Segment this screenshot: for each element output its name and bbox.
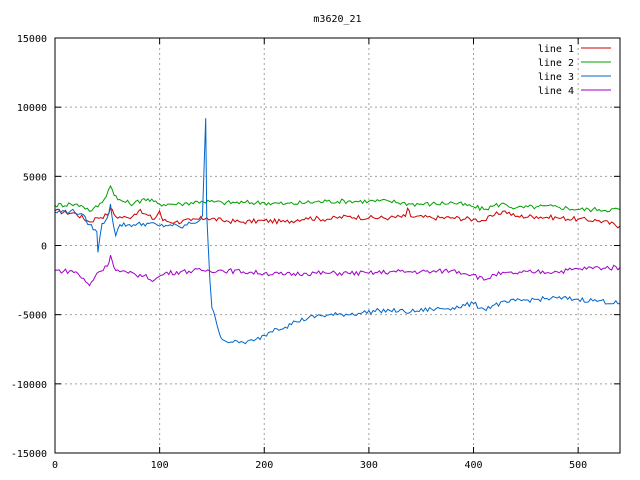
y-tick-label: 5000	[23, 172, 47, 183]
series-line-4	[54, 255, 621, 287]
legend: line 1 line 2 line 3 line 4	[538, 44, 611, 97]
tick-layer: 0 100 200 300 400 500 -15000 -10000 -5000 0 5000 10…	[11, 34, 620, 471]
y-tick-label: 15000	[17, 34, 47, 45]
legend-label: line 2	[538, 58, 574, 69]
legend-label: line 1	[538, 44, 574, 55]
legend-label: line 4	[538, 86, 574, 97]
x-tick-label: 500	[569, 460, 587, 471]
y-tick-label: 0	[41, 242, 47, 253]
y-tick-label: -5000	[17, 311, 47, 322]
plot-frame	[54, 37, 621, 454]
x-tick-label: 100	[151, 460, 169, 471]
x-tick-label: 400	[464, 460, 482, 471]
x-tick-label: 200	[255, 460, 273, 471]
series-line-3	[54, 118, 621, 345]
chart-title: m3620_21	[313, 14, 361, 25]
series-line-1	[54, 206, 621, 229]
series-layer	[54, 118, 621, 345]
series-line-2	[54, 184, 621, 213]
y-tick-label: 10000	[17, 103, 47, 114]
legend-label: line 3	[538, 72, 574, 83]
y-tick-label: -10000	[11, 380, 47, 391]
grid-layer	[55, 38, 620, 453]
x-tick-label: 300	[360, 460, 378, 471]
y-tick-label: -15000	[11, 449, 47, 460]
x-tick-label: 0	[52, 460, 58, 471]
